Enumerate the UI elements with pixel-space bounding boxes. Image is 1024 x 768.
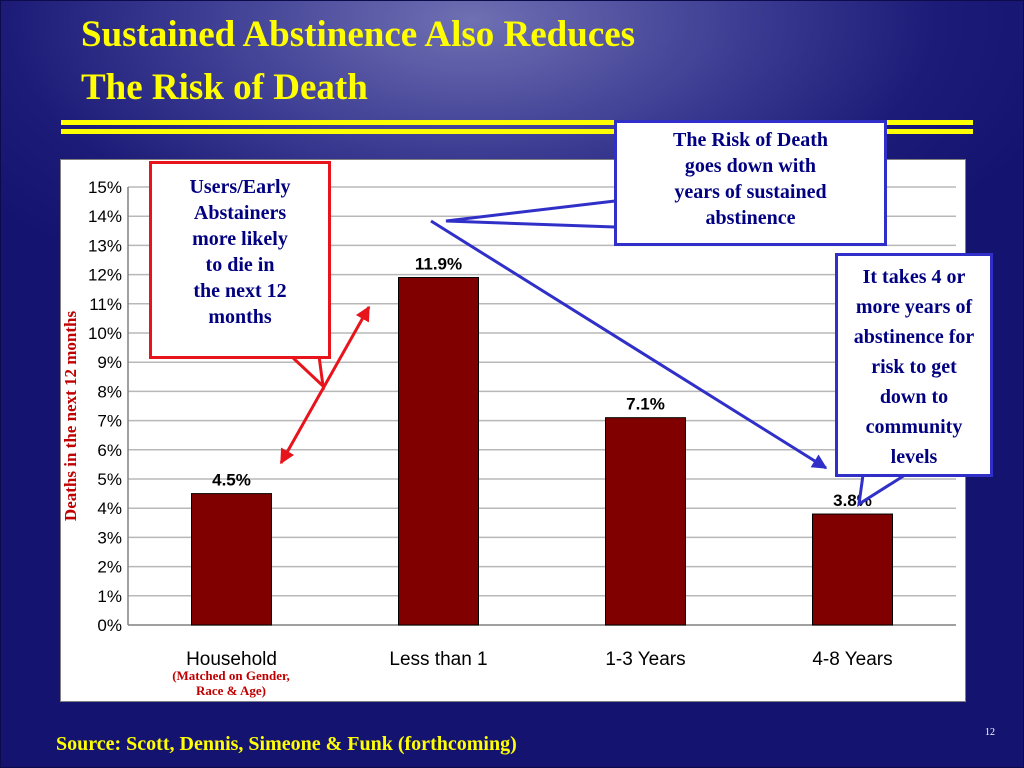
callout-line: years of sustained xyxy=(674,181,827,203)
y-tick-label: 3% xyxy=(97,528,122,547)
source-citation: Source: Scott, Dennis, Simeone & Funk (f… xyxy=(56,733,517,755)
x-tick-label: 1-3 Years xyxy=(605,649,685,670)
bars xyxy=(191,277,893,626)
y-axis-label: Deaths in the next 12 months xyxy=(61,310,80,522)
household-note-line1: (Matched on Gender, xyxy=(172,668,290,683)
x-tick-label: Household xyxy=(186,649,277,670)
risk-trend-arrow xyxy=(430,219,828,470)
callout-line: to die in xyxy=(205,254,275,276)
y-tick-label: 0% xyxy=(97,616,122,635)
y-tick-label: 9% xyxy=(97,353,122,372)
users-callout-tail xyxy=(287,354,326,390)
callout-line: more years of xyxy=(855,296,973,318)
x-axis-tick-labels: Household Less than 1 1-3 Years 4-8 Years xyxy=(186,649,893,670)
y-tick-label: 12% xyxy=(88,266,122,285)
slide-title-line1: Sustained Abstinence Also Reduces xyxy=(81,14,636,55)
annotation-lines xyxy=(279,199,911,507)
y-tick-label: 8% xyxy=(97,382,122,401)
callout-line: abstinence for xyxy=(853,326,975,348)
callout-risk-of-death: The Risk of Death goes down with years o… xyxy=(614,120,887,246)
bar xyxy=(398,277,479,626)
bar xyxy=(812,513,893,626)
callout-line: Users/Early xyxy=(189,176,291,198)
household-note: (Matched on Gender, Race & Age) xyxy=(131,668,331,698)
callout-line: The Risk of Death xyxy=(672,129,828,151)
y-tick-label: 5% xyxy=(97,470,122,489)
title-rule-bottom xyxy=(61,129,973,134)
data-label: 7.1% xyxy=(626,395,665,414)
y-tick-label: 10% xyxy=(88,324,122,343)
callout-users-early-abstainers: Users/Early Abstainers more likely to di… xyxy=(149,161,331,359)
y-tick-label: 11% xyxy=(89,295,122,314)
y-tick-label: 6% xyxy=(97,441,122,460)
y-tick-label: 7% xyxy=(97,412,122,431)
red-double-arrow xyxy=(279,305,371,465)
y-tick-label: 1% xyxy=(97,587,122,606)
x-tick-label: 4-8 Years xyxy=(812,649,892,670)
callout-line: levels xyxy=(890,446,938,468)
bar xyxy=(191,493,272,626)
risk-callout-pointer xyxy=(445,199,616,229)
y-tick-label: 4% xyxy=(97,499,122,518)
callout-line: down to xyxy=(879,386,949,408)
y-tick-label: 13% xyxy=(88,236,122,255)
y-tick-label: 14% xyxy=(88,207,122,226)
callout-line: risk to get xyxy=(871,356,957,378)
years-callout-tail xyxy=(857,473,911,507)
household-note-line2: Race & Age) xyxy=(195,683,267,698)
title-rule-top xyxy=(61,120,973,125)
x-tick-label: Less than 1 xyxy=(389,649,487,670)
bar xyxy=(605,417,686,626)
page-number: 12 xyxy=(985,727,995,738)
callout-line: goes down with xyxy=(684,155,817,177)
callout-years-of-abstinence: It takes 4 or more years of abstinence f… xyxy=(835,253,993,477)
data-label: 11.9% xyxy=(415,255,462,274)
callout-line: months xyxy=(208,306,272,328)
data-label: 4.5% xyxy=(212,471,251,490)
callout-line: abstinence xyxy=(705,207,796,229)
y-axis-tick-labels: 0% 1% 2% 3% 4% 5% 6% 7% 8% 9% 10% 11% 12% 13% 14% 15% xyxy=(88,178,122,635)
callout-line: It takes 4 or xyxy=(862,266,966,288)
slide-title-line2: The Risk of Death xyxy=(81,67,368,108)
y-tick-label: 2% xyxy=(97,558,122,577)
callout-line: the next 12 xyxy=(193,280,287,302)
callout-line: community xyxy=(865,416,963,438)
y-tick-label: 15% xyxy=(88,178,122,197)
callout-line: Abstainers xyxy=(193,202,287,224)
callout-line: more likely xyxy=(192,228,288,250)
